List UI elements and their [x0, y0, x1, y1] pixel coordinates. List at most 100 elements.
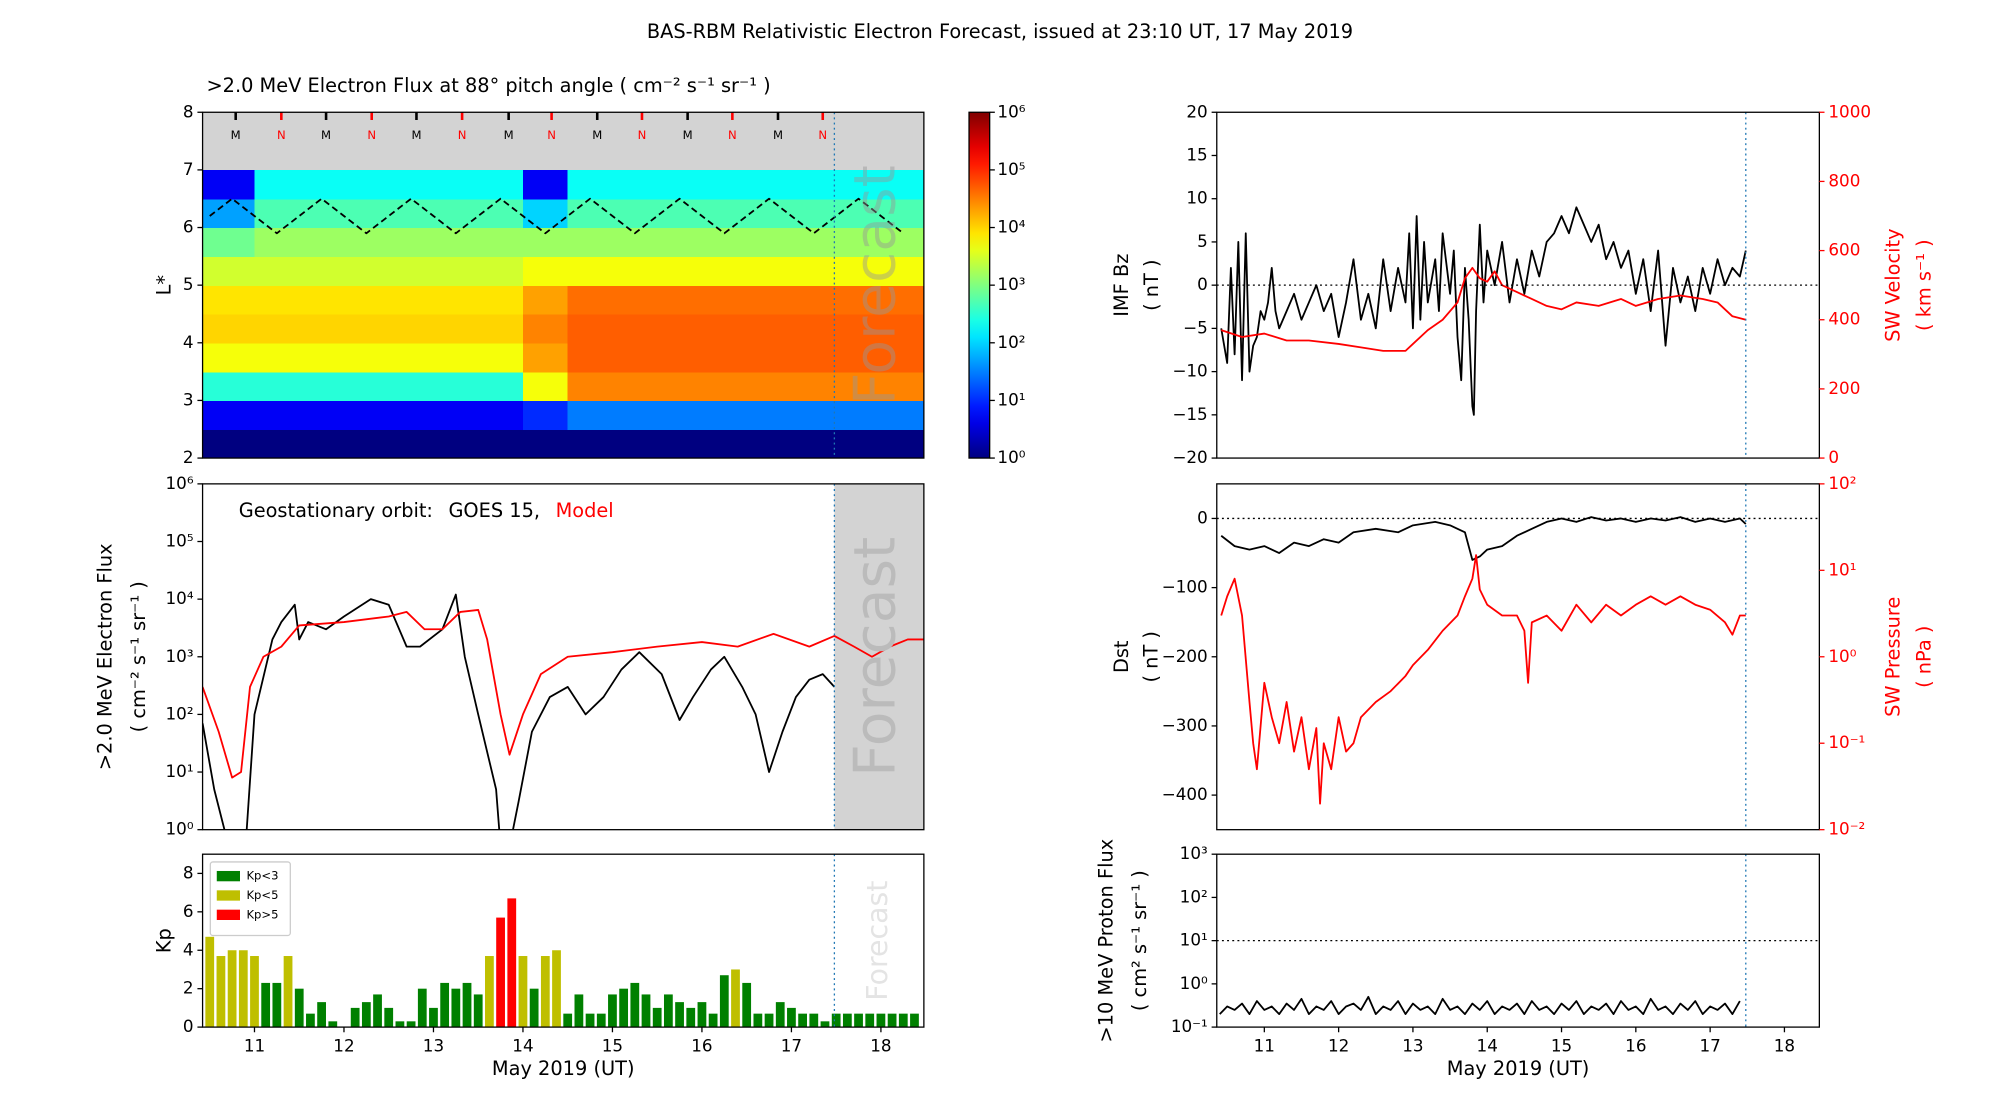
- heatmap-cell: [388, 256, 435, 286]
- y2-tick-label: 10¹: [1828, 559, 1856, 579]
- heatmap-cell: [299, 342, 345, 373]
- bar: [507, 898, 517, 1028]
- heatmap-cell: [254, 342, 300, 373]
- y2-tick-label: 10²: [1828, 473, 1856, 493]
- heatmap-cell: [343, 429, 390, 459]
- heatmap-cell: [880, 285, 924, 315]
- y-tick-label: 4: [183, 332, 194, 352]
- heatmap-cell: [522, 429, 569, 459]
- heatmap-cell: [254, 256, 300, 286]
- y-tick-label: −5: [1183, 317, 1208, 337]
- plot-frame: [201, 853, 925, 1028]
- heatmap-cell: [880, 400, 924, 430]
- bar: [328, 1021, 338, 1028]
- heatmap-cell: [478, 285, 524, 315]
- orbit-marker-label: M: [683, 128, 693, 142]
- y-tick-label: 7: [183, 159, 194, 179]
- heatmap-cell: [433, 342, 479, 373]
- bar: [596, 1013, 606, 1028]
- heatmap-cell: [657, 198, 703, 229]
- x-tick-label: 14: [512, 1035, 533, 1055]
- colorbar-tick-label: 10⁴: [997, 217, 1025, 237]
- forecast-label: Forecast: [843, 537, 909, 777]
- bar: [854, 1013, 863, 1028]
- heatmap-cell: [657, 429, 703, 459]
- panel: 10⁻¹ 10⁰ 10¹ 10² 10³ 11 12 13 14 15 16 17 18 >10 MeV …: [1095, 839, 1820, 1080]
- y2-tick-label: 200: [1828, 378, 1860, 398]
- x-tick-label: 13: [423, 1035, 444, 1055]
- bar: [473, 994, 483, 1028]
- y-axis-label: L*: [153, 275, 176, 296]
- heatmap-cell: [746, 342, 793, 373]
- heatmap-cell: [478, 256, 524, 286]
- y2-tick-label: 10⁻²: [1828, 819, 1865, 839]
- heatmap-cell: [202, 285, 256, 315]
- colorbar-tick-label: 10⁵: [997, 159, 1025, 179]
- heatmap-cell: [836, 227, 882, 257]
- orbit-marker-label: M: [231, 128, 241, 142]
- heatmap-cell: [746, 198, 793, 229]
- bar: [820, 1021, 830, 1028]
- heatmap-cell: [567, 169, 614, 200]
- heatmap-cell: [388, 227, 435, 257]
- bar: [395, 1021, 405, 1028]
- heatmap-cell: [791, 285, 837, 315]
- y2-axis-label: SW Velocity: [1882, 228, 1905, 341]
- heatmap-cell: [880, 227, 924, 257]
- bar: [384, 1007, 394, 1028]
- y-tick-label: 2: [183, 978, 194, 998]
- bar: [641, 994, 651, 1028]
- orbit-marker-label: N: [547, 128, 556, 142]
- bar: [462, 982, 472, 1028]
- x-tick-label: 16: [691, 1035, 712, 1055]
- y-axis-label: ( cm² s⁻¹ sr⁻¹ ): [1128, 870, 1151, 1011]
- y-tick-label: 10²: [165, 703, 193, 723]
- y-tick-label: 10⁻¹: [1171, 1016, 1208, 1036]
- heatmap-cell: [202, 313, 256, 344]
- heatmap-cell: [746, 371, 793, 402]
- y2-axis-label: ( km s⁻¹ ): [1913, 239, 1936, 331]
- series-line: [209, 197, 904, 235]
- y2-axis-label: SW Pressure: [1882, 597, 1905, 717]
- y-tick-label: 0: [183, 1016, 194, 1036]
- heatmap-cell: [612, 198, 658, 229]
- heatmap-cell: [299, 285, 345, 315]
- y-tick-label: −300: [1162, 715, 1208, 735]
- heatmap-cell: [612, 429, 658, 459]
- heatmap-cell: [657, 227, 703, 257]
- heatmap-cell: [299, 198, 345, 229]
- y2-tick-label: 0: [1828, 447, 1839, 467]
- y-tick-label: 10⁴: [165, 588, 193, 608]
- bar: [529, 988, 539, 1028]
- colorbar: [968, 111, 991, 459]
- orbit-marker-label: M: [773, 128, 783, 142]
- forecast-label: Forecast: [861, 881, 894, 1001]
- heatmap-cell: [746, 400, 793, 430]
- heatmap-cell: [254, 169, 300, 200]
- figure-title: BAS-RBM Relativistic Electron Forecast, …: [647, 20, 1353, 43]
- heatmap-cell: [202, 169, 256, 200]
- panel: −400 −300 −200 −100 0 10⁻² 10⁻¹ 10⁰ 10¹ 10² Dst ( n…: [1110, 473, 1936, 839]
- y-tick-label: 0: [1197, 507, 1208, 527]
- x-tick-label: 18: [870, 1035, 891, 1055]
- heatmap-cell: [701, 198, 748, 229]
- heatmap-cell: [343, 169, 390, 200]
- heatmap-cell: [299, 256, 345, 286]
- heatmap-cell: [657, 169, 703, 200]
- heatmap-cell: [567, 400, 614, 430]
- y-tick-label: −200: [1162, 646, 1208, 666]
- x-tick-label: 11: [244, 1035, 265, 1055]
- heatmap-cell: [388, 169, 435, 200]
- y-tick-label: 6: [183, 901, 194, 921]
- y-tick-label: 10⁵: [165, 531, 193, 551]
- heatmap-cell: [254, 285, 300, 315]
- bar: [775, 1002, 785, 1028]
- y-axis-label: ( nT ): [1140, 259, 1163, 310]
- heatmap-cell: [657, 313, 703, 344]
- heatmap-cell: [567, 313, 614, 344]
- bar: [887, 1013, 897, 1028]
- bar: [205, 936, 215, 1028]
- heatmap-cell: [567, 198, 614, 229]
- y-tick-label: 10¹: [1180, 930, 1208, 950]
